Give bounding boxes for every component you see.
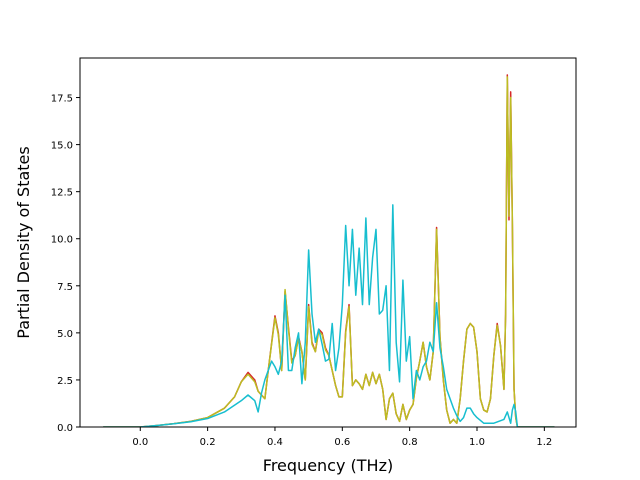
x-axis: 0.0 0.2 0.4 0.6 0.8 1.0 1.2 bbox=[132, 427, 552, 448]
x-axis-label: Frequency (THz) bbox=[263, 456, 393, 475]
y-tick-label: 15.0 bbox=[51, 141, 73, 152]
y-tick-label: 2.5 bbox=[57, 376, 73, 387]
x-tick-label: 0.2 bbox=[200, 437, 216, 448]
x-tick-label: 1.0 bbox=[469, 437, 485, 448]
series-line-1 bbox=[103, 76, 555, 427]
x-tick-label: 0.0 bbox=[132, 437, 148, 448]
y-axis: 0.0 2.5 5.0 7.5 10.0 12.5 15.0 17.5 bbox=[51, 94, 80, 434]
y-tick-label: 10.0 bbox=[51, 235, 73, 246]
y-tick-label: 5.0 bbox=[57, 329, 73, 340]
plot-frame bbox=[79, 57, 577, 428]
series-layer bbox=[103, 74, 555, 427]
x-tick-label: 1.2 bbox=[536, 437, 552, 448]
y-tick-label: 7.5 bbox=[57, 282, 73, 293]
x-tick-label: 0.6 bbox=[334, 437, 350, 448]
x-tick-label: 0.4 bbox=[267, 437, 283, 448]
y-tick-label: 0.0 bbox=[57, 423, 73, 434]
y-tick-label: 12.5 bbox=[51, 188, 73, 199]
y-axis-label: Partial Density of States bbox=[14, 146, 33, 338]
x-tick-label: 0.8 bbox=[402, 437, 418, 448]
y-tick-label: 17.5 bbox=[51, 94, 73, 105]
series-line-2 bbox=[103, 204, 555, 427]
